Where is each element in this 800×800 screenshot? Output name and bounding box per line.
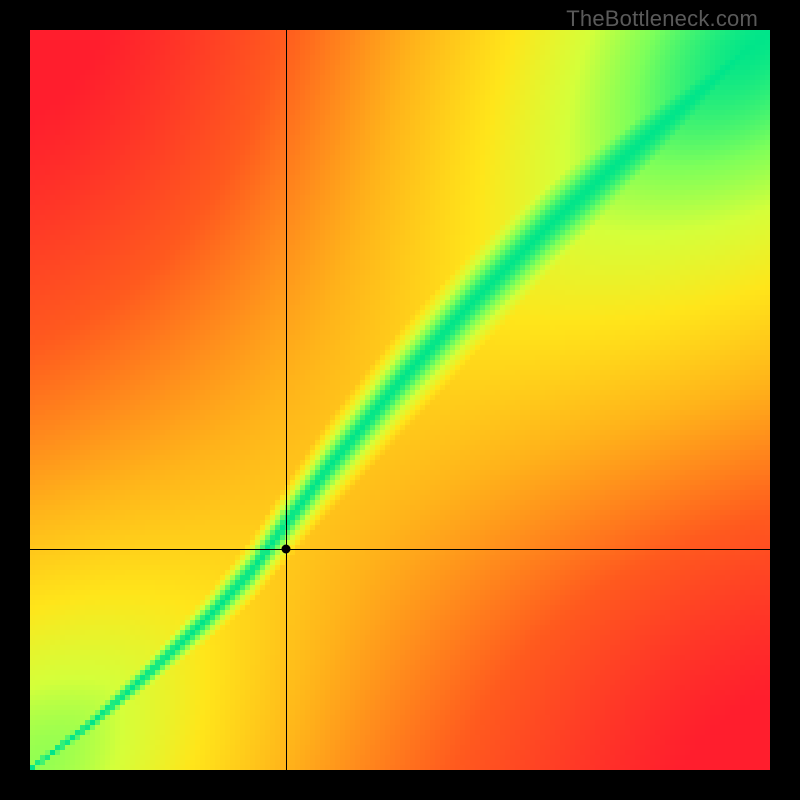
watermark-text: TheBottleneck.com (566, 6, 758, 32)
chart-container: TheBottleneck.com (0, 0, 800, 800)
crosshair-vertical (286, 30, 287, 770)
crosshair-horizontal (30, 549, 770, 550)
heatmap-plot (30, 30, 770, 770)
heatmap-canvas (30, 30, 770, 770)
marker-dot (282, 544, 291, 553)
